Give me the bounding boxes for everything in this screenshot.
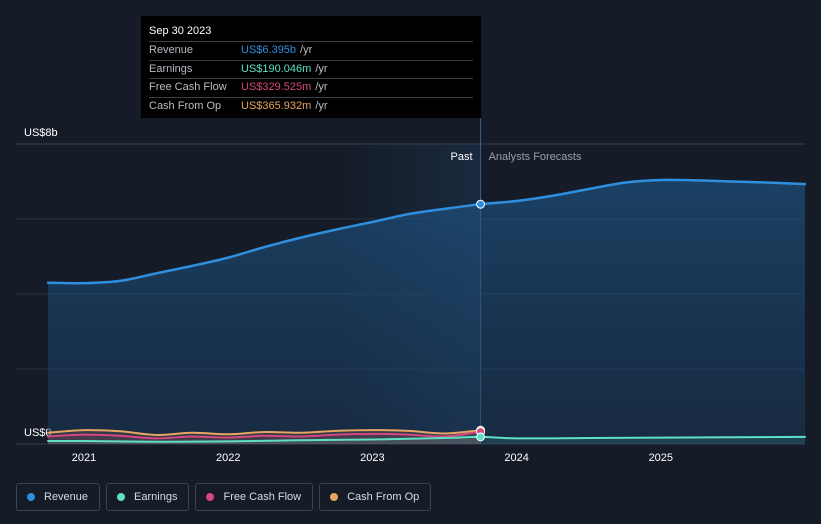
- legend-label: Cash From Op: [347, 491, 420, 503]
- series-line-cash-from-op: [47, 429, 482, 437]
- hover-tooltip: Sep 30 2023 Revenue US$6.395b /yr Earnin…: [141, 16, 481, 118]
- x-tick-label: 2023: [360, 452, 384, 464]
- x-tick-label: 2024: [504, 452, 528, 464]
- legend-label: Revenue: [44, 491, 89, 503]
- series-line-free-cash-flow: [47, 430, 482, 440]
- tooltip-row-earnings: Earnings US$190.046m /yr: [149, 59, 473, 79]
- tooltip-label: Earnings: [149, 62, 193, 75]
- tooltip-value: US$329.525m: [241, 81, 312, 93]
- series-area-revenue: [48, 179, 805, 444]
- forecast-label: Analysts Forecasts: [489, 151, 582, 163]
- legend-dot-icon: [330, 493, 339, 501]
- tooltip-unit: /yr: [315, 81, 328, 93]
- legend-dot-icon: [206, 493, 215, 501]
- tooltip-row-cash-from-op: Cash From Op US$365.932m /yr: [149, 96, 473, 116]
- tooltip-unit: /yr: [315, 62, 328, 75]
- x-tick-label: 2021: [72, 452, 96, 464]
- chart-legend: Revenue Earnings Free Cash Flow Cash Fro…: [16, 483, 432, 511]
- tooltip-date: Sep 30 2023: [149, 25, 212, 37]
- legend-item-free-cash-flow[interactable]: Free Cash Flow: [195, 483, 314, 511]
- past-label: Past: [451, 151, 473, 163]
- chart-canvas: US$8b US$0 Past Analysts Forecasts 2021 2022 2…: [16, 118, 807, 464]
- series-line-earnings: [47, 435, 806, 443]
- x-tick-label: 2022: [216, 452, 240, 464]
- tooltip-value: US$6.395b: [241, 44, 297, 56]
- x-tick-label: 2025: [649, 452, 673, 464]
- legend-label: Earnings: [134, 491, 178, 503]
- legend-dot-icon: [117, 493, 126, 501]
- tooltip-row-free-cash-flow: Free Cash Flow US$329.525m /yr: [149, 78, 473, 97]
- tooltip-value: US$365.932m: [241, 99, 312, 112]
- y-axis-label-bottom: US$0: [24, 427, 52, 439]
- hover-point-revenue: [476, 199, 486, 209]
- tooltip-label: Free Cash Flow: [149, 81, 227, 93]
- tooltip-unit: /yr: [315, 99, 328, 112]
- tooltip-unit: /yr: [300, 44, 313, 56]
- hover-point-earnings: [476, 432, 486, 442]
- y-axis-label-top: US$8b: [24, 127, 58, 139]
- series-line-revenue: [46, 178, 807, 285]
- tooltip-label: Revenue: [149, 44, 194, 56]
- tooltip-row-revenue: Revenue US$6.395b /yr: [149, 41, 473, 60]
- tooltip-value: US$190.046m: [241, 62, 312, 75]
- legend-dot-icon: [27, 493, 35, 501]
- legend-label: Free Cash Flow: [223, 491, 302, 503]
- legend-item-earnings[interactable]: Earnings: [106, 483, 190, 511]
- legend-item-revenue[interactable]: Revenue: [16, 483, 101, 511]
- legend-item-cash-from-op[interactable]: Cash From Op: [319, 483, 432, 511]
- tooltip-label: Cash From Op: [149, 99, 222, 112]
